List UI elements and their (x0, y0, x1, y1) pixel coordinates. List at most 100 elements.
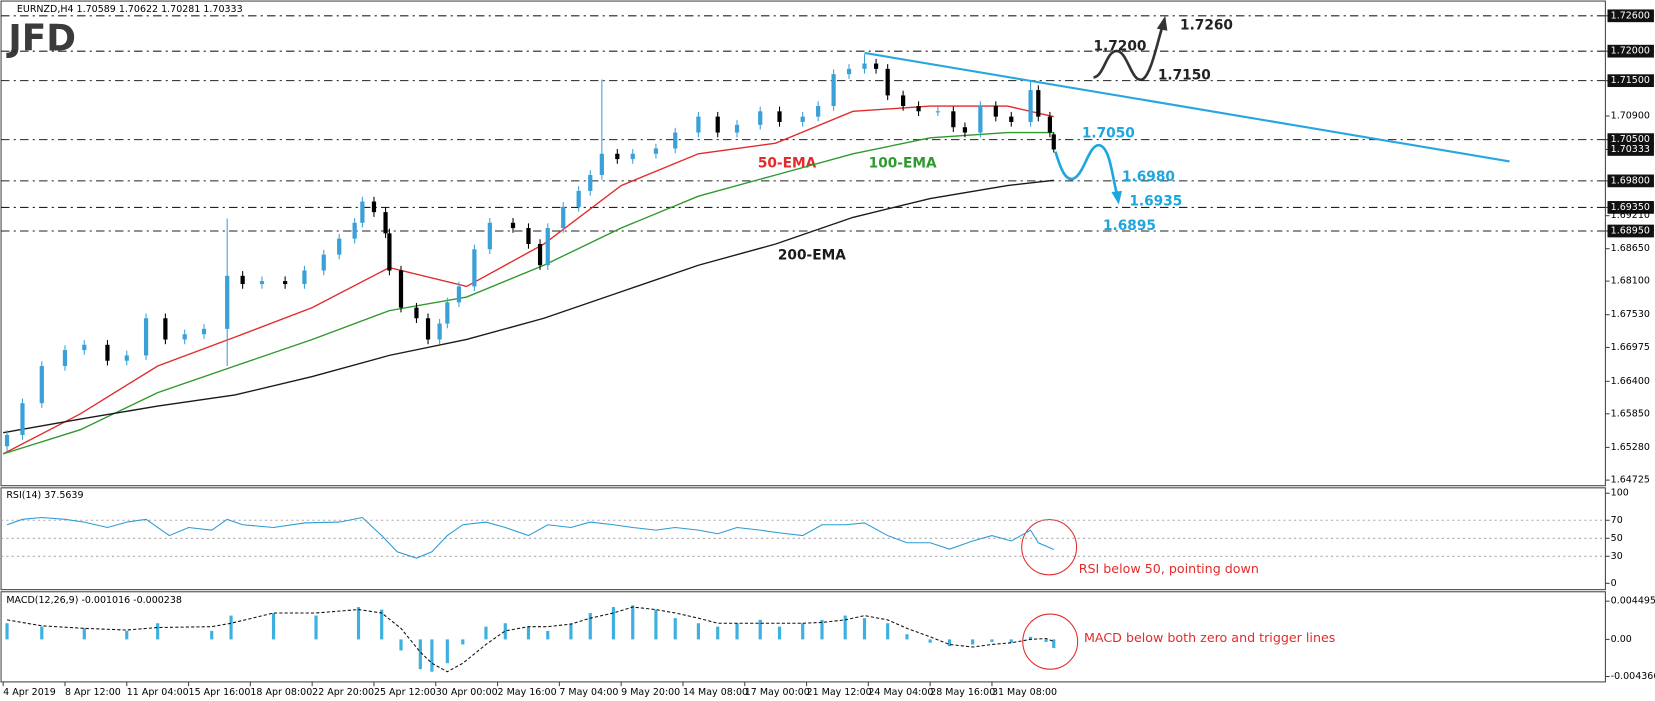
candle-body (653, 148, 659, 154)
y-tick-label: 1.68650 (1611, 243, 1650, 254)
candle-body (360, 201, 365, 223)
candle-body (1009, 116, 1014, 122)
level-label: 1.7260 (1180, 17, 1233, 33)
price-box (1607, 174, 1654, 188)
level-label: 1.7200 (1093, 39, 1146, 55)
ema-line (2, 105, 1054, 455)
ema-label: 50-EMA (758, 155, 817, 171)
candle-body (734, 124, 740, 133)
macd-bar (271, 613, 276, 640)
macd-bar (430, 639, 434, 672)
price-box (1607, 143, 1654, 156)
candle-body (398, 270, 404, 308)
y-tick-label: 1.72600 (1611, 10, 1650, 21)
candle-body (599, 153, 604, 175)
candle-body (82, 344, 87, 351)
candle-body (143, 318, 149, 356)
macd-bar (886, 623, 890, 640)
x-tick-label: 28 May 16:00 (930, 687, 995, 698)
candle-body (337, 238, 342, 255)
macd-bar (1028, 636, 1033, 640)
y-tick-label: 1.68950 (1611, 225, 1650, 236)
macd-bar (5, 623, 9, 640)
macd-bar (1052, 639, 1056, 649)
candle-body (901, 95, 906, 107)
candle-body (4, 435, 10, 447)
trend-line (864, 51, 1510, 163)
y-tick-label: 1.67530 (1611, 309, 1650, 320)
macd-bar (843, 615, 847, 640)
y-tick-label: -0.004366 (1611, 671, 1655, 682)
macd-bar (229, 615, 233, 640)
candle-body (777, 111, 782, 122)
macd-bar (990, 639, 994, 642)
candle-body (526, 228, 531, 244)
y-tick-label: 1.72000 (1611, 46, 1650, 57)
candle-body (951, 111, 956, 128)
y-tick-label: 50 (1611, 533, 1623, 544)
y-tick-label: 0.00 (1611, 634, 1632, 645)
candle-body (240, 275, 245, 285)
macd-bar (1009, 639, 1013, 643)
macd-bar (380, 609, 384, 640)
candle-body (962, 127, 968, 133)
y-tick-label: 30 (1611, 551, 1623, 562)
macd-title: MACD(12,26,9) -0.001016 -0.000238 (6, 595, 182, 606)
x-tick-label: 9 May 20:00 (621, 687, 680, 698)
x-tick-label: 21 May 12:00 (807, 687, 872, 698)
macd-bar (905, 634, 909, 640)
candle-body (576, 190, 581, 207)
x-tick-label: 25 Apr 12:00 (374, 687, 436, 698)
ema-label: 100-EMA (869, 155, 937, 171)
y-tick-label: 1.69800 (1611, 175, 1650, 186)
candle-body (537, 243, 543, 266)
y-tick-label: 1.70500 (1611, 134, 1650, 145)
candle-body (1028, 90, 1033, 122)
rsi-highlight-circle (1021, 519, 1078, 576)
scenario-up-arrow (1093, 27, 1164, 81)
ema-label: 200-EMA (778, 248, 846, 264)
x-tick-label: 14 May 08:00 (683, 687, 748, 698)
candle-body (456, 286, 462, 303)
macd-bar (947, 639, 952, 647)
macd-bar (82, 628, 86, 640)
macd-bar (631, 605, 635, 640)
price-box (1607, 201, 1654, 214)
macd-bar (588, 613, 592, 640)
x-tick-label: 17 May 00:00 (745, 687, 810, 698)
candle-body (371, 201, 377, 213)
candle-body (862, 63, 867, 69)
candle-body (201, 328, 207, 335)
candle-body (425, 318, 431, 340)
y-tick-label: 1.65850 (1611, 408, 1650, 419)
rsi-line (6, 516, 1055, 559)
candle-body (715, 116, 720, 133)
y-tick-label: 1.66400 (1611, 376, 1650, 387)
x-tick-label: 18 Apr 08:00 (250, 687, 312, 698)
macd-bar (125, 630, 129, 640)
candle-body (545, 228, 550, 266)
price-box (1607, 224, 1654, 238)
x-tick-label: 22 Apr 20:00 (312, 687, 374, 698)
level-label: 1.7050 (1082, 126, 1135, 142)
macd-bar (777, 626, 782, 640)
candle-body (62, 350, 68, 367)
x-tick-label: 11 Apr 04:00 (127, 687, 189, 698)
macd-bar (801, 623, 805, 640)
x-tick-label: 24 May 04:00 (868, 687, 933, 698)
price-box (1607, 133, 1654, 146)
y-tick-label: 1.68100 (1611, 276, 1650, 287)
candle-body (259, 281, 265, 285)
candle-body (831, 74, 836, 107)
candle-body (885, 68, 890, 96)
x-tick-label: 2 May 16:00 (498, 687, 557, 698)
candle-body (588, 174, 593, 191)
macd-bar (314, 615, 318, 640)
macd-bar (503, 623, 507, 640)
macd-bar (1044, 639, 1048, 642)
candle-body (873, 63, 879, 69)
price-box (1607, 9, 1654, 23)
macd-bar (716, 626, 720, 640)
